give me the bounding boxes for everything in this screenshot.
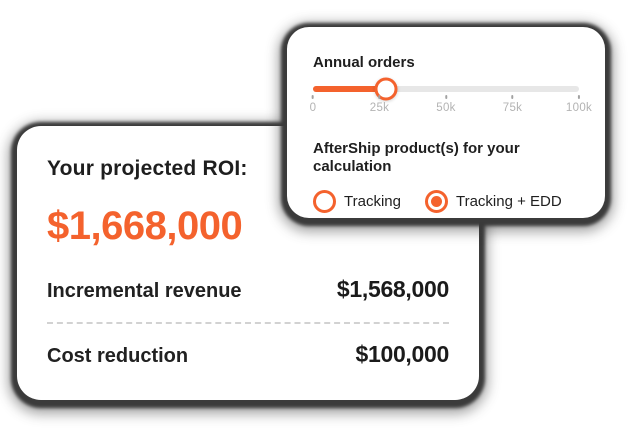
option-tracking[interactable]: Tracking [313, 190, 401, 213]
slider-tick: 75k [503, 95, 522, 114]
dashed-divider [47, 322, 449, 324]
slider-handle[interactable] [374, 77, 398, 101]
tick-label: 75k [502, 102, 523, 114]
roi-row-incremental-revenue: Incremental revenue $1,568,000 [47, 276, 449, 303]
slider-track[interactable] [313, 77, 579, 101]
incremental-revenue-label: Incremental revenue [47, 280, 242, 302]
slider-tick: 100k [566, 95, 592, 114]
tick-mark [577, 95, 580, 99]
slider-tick: 0 [310, 95, 317, 114]
product-options: Tracking Tracking + EDD [313, 190, 579, 213]
slider-tick: 50k [436, 95, 455, 114]
tick-mark [378, 95, 381, 99]
annual-orders-slider[interactable]: 0 25k 50k 75k 100k [310, 77, 592, 119]
tick-mark [511, 95, 514, 99]
tick-mark [444, 95, 447, 99]
slider-ticks: 0 25k 50k 75k 100k [310, 95, 592, 119]
roi-row-cost-reduction: Cost reduction $100,000 [47, 341, 449, 368]
roi-title: Your projected ROI: [47, 157, 248, 180]
incremental-revenue-value: $1,568,000 [336, 276, 449, 302]
annual-orders-label: Annual orders [313, 54, 415, 71]
cost-reduction-label: Cost reduction [47, 345, 189, 367]
option-tracking-edd-label: Tracking + EDD [455, 193, 562, 210]
radio-icon[interactable] [424, 190, 448, 213]
slider-fill [313, 86, 387, 92]
tick-label: 50k [436, 102, 456, 114]
tick-label: 25k [369, 102, 390, 114]
option-tracking-label: Tracking [344, 193, 401, 210]
cost-reduction-value: $100,000 [355, 341, 449, 367]
product-question-label: AfterShip product(s) for your calculatio… [313, 140, 520, 175]
tick-label: 0 [309, 102, 317, 114]
roi-total-value: $1,668,000 [47, 204, 243, 248]
tick-mark [311, 95, 314, 99]
tick-label: 100k [565, 102, 593, 114]
slider-tick: 25k [370, 95, 389, 114]
radio-icon[interactable] [313, 190, 336, 213]
calculator-card: Annual orders 0 25k 50k 75k 100k AfterSh… [287, 27, 605, 218]
option-tracking-edd[interactable]: Tracking + EDD [424, 190, 562, 213]
